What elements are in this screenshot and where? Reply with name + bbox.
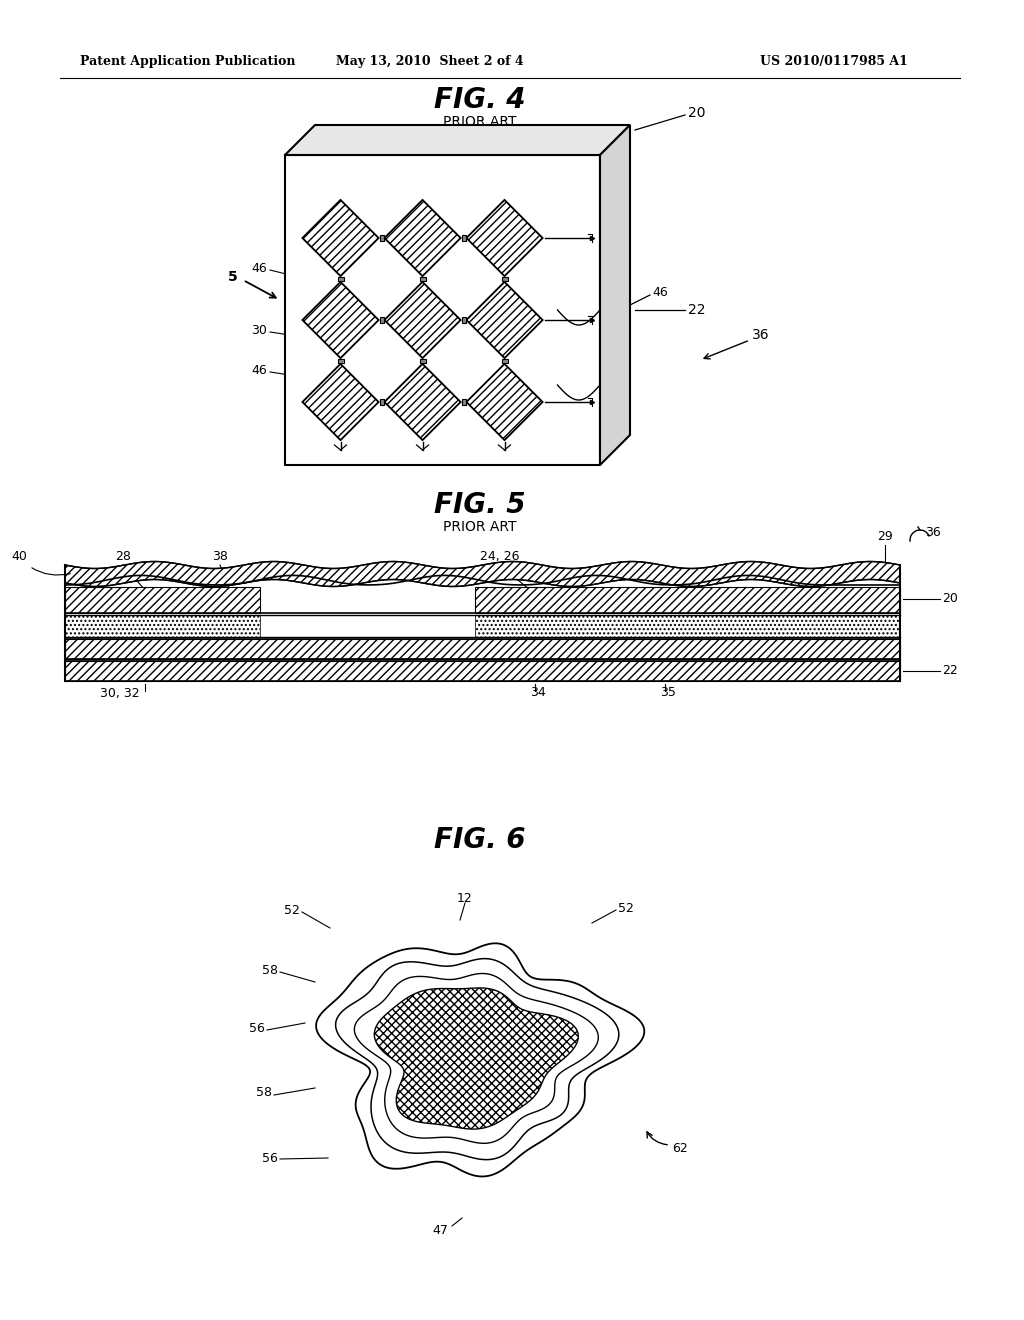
Polygon shape: [384, 364, 461, 440]
Polygon shape: [380, 317, 384, 323]
Text: 20: 20: [688, 106, 706, 120]
Polygon shape: [467, 201, 543, 276]
Polygon shape: [462, 317, 466, 323]
Text: 30, 32: 30, 32: [100, 686, 139, 700]
Polygon shape: [65, 561, 900, 586]
Polygon shape: [375, 987, 579, 1129]
Polygon shape: [65, 639, 900, 659]
Text: 34: 34: [530, 686, 546, 700]
Polygon shape: [285, 125, 630, 154]
Text: May 13, 2010  Sheet 2 of 4: May 13, 2010 Sheet 2 of 4: [336, 55, 524, 69]
Polygon shape: [502, 277, 508, 281]
Text: 46: 46: [251, 363, 267, 376]
Polygon shape: [380, 399, 384, 405]
Polygon shape: [380, 235, 384, 242]
Text: 46: 46: [251, 261, 267, 275]
Text: 56: 56: [262, 1151, 278, 1164]
Text: 20: 20: [942, 593, 957, 606]
Polygon shape: [600, 125, 630, 465]
Text: 30: 30: [251, 323, 267, 337]
Text: Patent Application Publication: Patent Application Publication: [80, 55, 296, 69]
Polygon shape: [384, 201, 461, 276]
Text: 22: 22: [942, 664, 957, 677]
Polygon shape: [467, 364, 543, 440]
Polygon shape: [502, 359, 508, 363]
Text: 36: 36: [752, 327, 770, 342]
Polygon shape: [65, 615, 260, 638]
Polygon shape: [65, 661, 900, 681]
Polygon shape: [420, 359, 426, 363]
Text: 56: 56: [249, 1022, 265, 1035]
Text: 46: 46: [652, 285, 668, 298]
Text: 36: 36: [925, 527, 941, 540]
Text: 12: 12: [457, 891, 473, 904]
Polygon shape: [302, 201, 379, 276]
Polygon shape: [285, 154, 600, 465]
Text: 5: 5: [228, 271, 238, 284]
Polygon shape: [475, 615, 900, 638]
Polygon shape: [65, 587, 260, 612]
Polygon shape: [467, 201, 543, 276]
Text: 24, 26: 24, 26: [480, 550, 520, 564]
Polygon shape: [302, 364, 379, 440]
Text: US 2010/0117985 A1: US 2010/0117985 A1: [760, 55, 908, 69]
Polygon shape: [384, 201, 461, 276]
Polygon shape: [384, 364, 461, 440]
Polygon shape: [420, 277, 426, 281]
Text: PRIOR ART: PRIOR ART: [443, 520, 517, 535]
Polygon shape: [384, 282, 461, 358]
Polygon shape: [467, 282, 543, 358]
Text: 5: 5: [480, 140, 490, 154]
Text: 28: 28: [115, 550, 131, 564]
Text: 62: 62: [672, 1142, 688, 1155]
Polygon shape: [302, 364, 379, 440]
Text: 52: 52: [618, 902, 634, 915]
Polygon shape: [462, 235, 466, 242]
Text: PRIOR ART: PRIOR ART: [443, 115, 517, 129]
Polygon shape: [302, 282, 379, 358]
Polygon shape: [467, 364, 543, 440]
Text: 58: 58: [256, 1086, 272, 1100]
Polygon shape: [475, 587, 900, 612]
Text: 35: 35: [660, 686, 676, 700]
Text: FIG. 6: FIG. 6: [434, 826, 525, 854]
Polygon shape: [316, 944, 644, 1176]
Polygon shape: [338, 277, 343, 281]
Text: 22: 22: [688, 304, 706, 317]
Text: 58: 58: [262, 964, 278, 977]
Text: 29: 29: [878, 531, 893, 543]
Text: FIG. 5: FIG. 5: [434, 491, 525, 519]
Polygon shape: [354, 973, 598, 1143]
Text: FIG. 4: FIG. 4: [434, 86, 525, 114]
Polygon shape: [462, 399, 466, 405]
Polygon shape: [384, 282, 461, 358]
Text: 38: 38: [212, 550, 228, 564]
Polygon shape: [338, 359, 343, 363]
Polygon shape: [467, 282, 543, 358]
Text: 52: 52: [284, 903, 300, 916]
Polygon shape: [302, 282, 379, 358]
Text: 47: 47: [432, 1224, 447, 1237]
Text: 40: 40: [11, 550, 71, 576]
Polygon shape: [302, 201, 379, 276]
Polygon shape: [336, 958, 618, 1160]
